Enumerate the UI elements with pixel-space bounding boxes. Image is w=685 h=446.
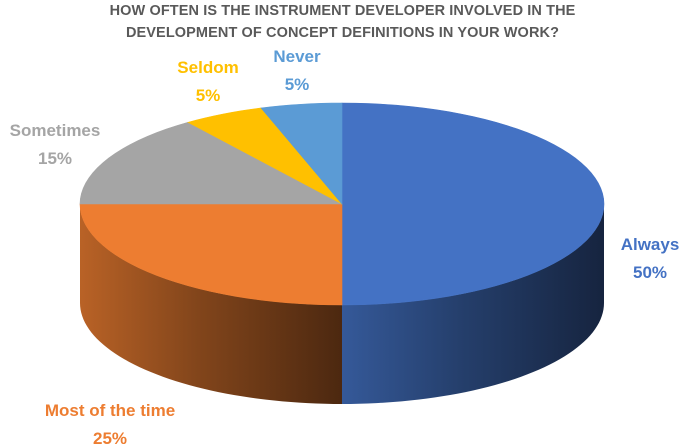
- label-sometimes: Sometimes: [10, 121, 101, 140]
- value-label-never: 5%: [285, 75, 310, 94]
- label-never: Never: [273, 47, 321, 66]
- pie-slice-most-of-the-time: [79, 203, 343, 306]
- value-label-seldom: 5%: [196, 86, 221, 105]
- label-always: Always: [621, 235, 680, 254]
- chart-title-line-1: HOW OFTEN IS THE INSTRUMENT DEVELOPER IN…: [109, 3, 576, 19]
- pie-slice-never: [260, 102, 343, 205]
- pie-slice-seldom: [187, 107, 343, 205]
- value-label-most-of-the-time: 25%: [93, 429, 127, 446]
- pie-top-faces: [79, 102, 605, 306]
- pie-slice-always: [341, 102, 605, 306]
- label-seldom: Seldom: [177, 58, 238, 77]
- value-label-sometimes: 15%: [38, 149, 72, 168]
- pie-slice-sometimes: [79, 121, 343, 205]
- pie-side-most-of-the-time: [80, 204, 342, 404]
- pie-data-labels: Always 50% Most of the time 25% Sometimes 15%…: [10, 47, 680, 446]
- label-most-of-the-time: Most of the time: [45, 401, 175, 420]
- chart-title: HOW OFTEN IS THE INSTRUMENT DEVELOPER IN…: [0, 0, 685, 44]
- chart-title-line-2: DEVELOPMENT OF CONCEPT DEFINITIONS IN YO…: [125, 25, 560, 41]
- value-label-always: 50%: [633, 263, 667, 282]
- pie-side-always: [342, 204, 604, 404]
- pie-side-walls: [80, 204, 604, 404]
